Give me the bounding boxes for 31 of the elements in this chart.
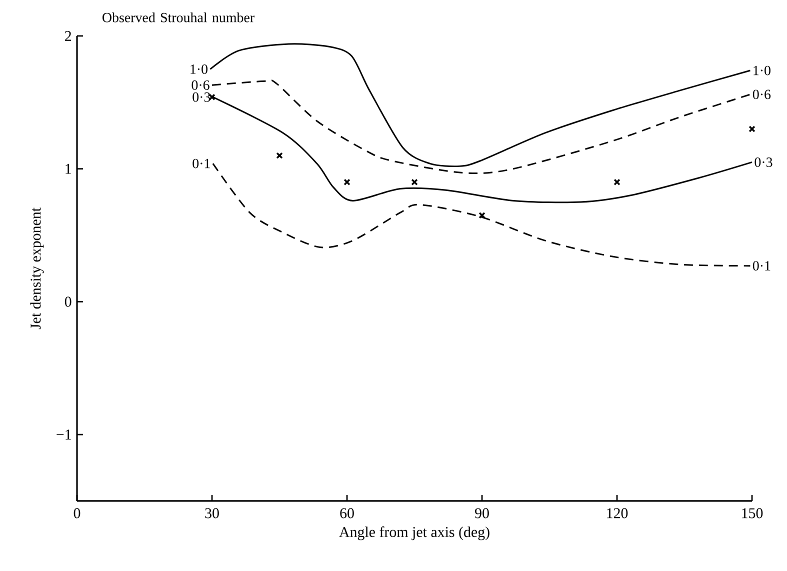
x-tick-label: 60: [340, 508, 354, 518]
point: [614, 178, 620, 186]
y-tick-label: 0: [64, 296, 72, 307]
text: 0·6: [752, 90, 771, 100]
x-tick-label: 120: [607, 508, 628, 518]
text: 0·3: [192, 92, 210, 102]
text: 0·1: [192, 158, 210, 168]
y-tick-label: 2: [65, 31, 71, 41]
point: [478, 212, 486, 219]
point: [411, 178, 418, 186]
legend-title: Observed Strouhal number: [102, 12, 254, 22]
series-label: 0·3: [754, 157, 772, 167]
x-tick-label: 30: [205, 508, 219, 518]
y-tick-label: 1: [66, 164, 71, 174]
text: 1·0: [754, 66, 770, 76]
line-series: [212, 162, 751, 267]
line-series: [212, 96, 753, 204]
series-label: 0·6: [192, 80, 210, 90]
x-tick-label: 90: [475, 508, 489, 518]
y-axis-title: Jet density exponent: [30, 208, 44, 330]
point: [748, 126, 756, 132]
y-tick-label: −1: [56, 430, 71, 440]
series-label: 0·1: [752, 261, 770, 271]
x-tick-label: 150: [742, 508, 763, 518]
x-tick-label: 0: [74, 508, 80, 518]
series-label: 1·0: [190, 64, 208, 74]
line-series: [209, 43, 751, 168]
point: [344, 178, 350, 186]
x-axis-title: Angle from jet axis (deg): [339, 526, 490, 540]
point: [276, 152, 283, 159]
line-series: [211, 80, 751, 174]
